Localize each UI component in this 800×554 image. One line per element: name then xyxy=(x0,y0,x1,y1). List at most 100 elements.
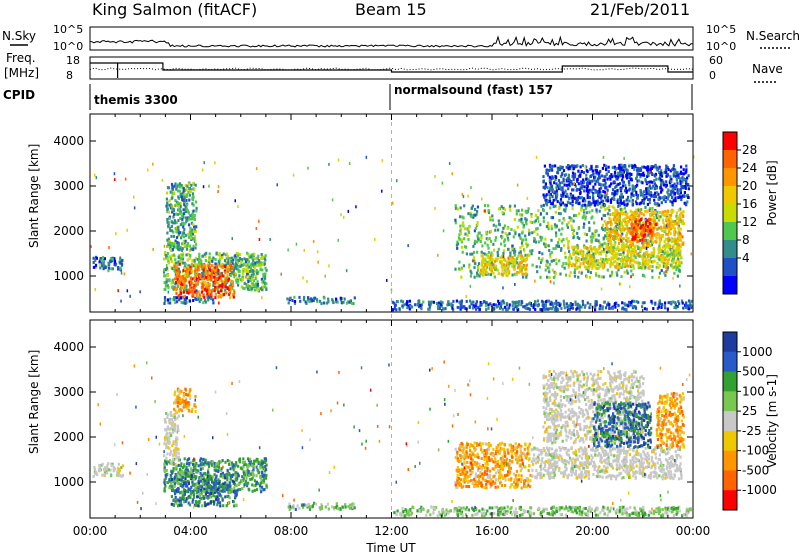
range-gate-cell xyxy=(545,203,548,207)
range-gate-cell xyxy=(234,272,237,276)
range-gate-cell xyxy=(487,272,490,276)
range-gate-cell xyxy=(195,209,198,213)
range-gate-cell xyxy=(587,266,591,270)
range-gate-cell xyxy=(655,240,658,244)
range-gate-cell xyxy=(517,265,520,268)
range-gate-cell xyxy=(592,185,595,189)
range-gate-cell xyxy=(218,272,221,276)
range-gate-cell xyxy=(177,231,181,235)
range-gate-cell xyxy=(558,185,562,189)
range-gate-cell xyxy=(549,252,552,256)
range-gate-cell xyxy=(184,216,187,220)
range-gate-cell xyxy=(485,230,488,234)
range-gate-cell xyxy=(654,172,657,176)
range-gate-cell xyxy=(103,473,106,477)
range-gate-cell xyxy=(178,262,181,266)
range-gate-cell xyxy=(639,246,642,250)
range-gate-cell xyxy=(512,267,515,271)
range-gate-cell xyxy=(567,256,570,260)
range-gate-cell xyxy=(189,214,192,218)
range-gate-cell xyxy=(490,267,493,271)
range-gate-cell xyxy=(587,203,590,207)
range-gate-cell xyxy=(517,302,520,306)
range-gate-cell xyxy=(514,305,517,309)
range-gate-cell xyxy=(177,205,180,209)
range-gate-cell xyxy=(452,308,455,312)
range-gate-cell xyxy=(518,268,522,272)
range-gate-cell xyxy=(217,259,221,263)
range-gate-cell xyxy=(658,170,661,174)
range-gate-cell xyxy=(606,303,609,307)
range-gate-cell xyxy=(607,236,610,240)
range-gate-cell xyxy=(221,285,224,289)
range-gate-cell xyxy=(94,173,96,177)
range-gate-cell xyxy=(524,234,527,238)
range-gate-cell xyxy=(216,265,219,269)
range-gate-cell xyxy=(568,253,572,257)
range-gate-cell xyxy=(585,254,588,258)
range-gate-cell xyxy=(164,484,167,488)
range-gate-cell xyxy=(602,213,605,217)
range-gate-cell xyxy=(550,224,553,228)
range-gate-cell xyxy=(101,264,104,268)
range-gate-cell xyxy=(594,248,598,252)
range-gate-cell xyxy=(515,306,519,310)
range-gate-cell xyxy=(569,302,572,305)
range-gate-cell xyxy=(253,252,256,256)
range-gate-cell xyxy=(596,172,599,176)
range-gate-cell xyxy=(646,243,649,247)
range-gate-cell xyxy=(166,268,169,272)
range-gate-cell xyxy=(450,304,453,308)
range-gate-cell xyxy=(229,279,232,283)
range-gate-cell xyxy=(600,174,604,178)
range-gate-cell xyxy=(600,204,603,208)
range-gate-cell xyxy=(634,260,637,264)
range-gate-cell xyxy=(542,203,545,207)
range-gate-cell xyxy=(667,301,670,305)
range-gate-cell xyxy=(571,182,574,186)
range-gate-cell xyxy=(664,306,667,310)
range-gate-cell xyxy=(574,213,577,217)
range-gate-cell xyxy=(164,459,167,463)
range-gate-cell xyxy=(593,247,596,251)
range-gate-cell xyxy=(497,228,500,232)
range-gate-cell xyxy=(178,298,181,302)
range-gate-cell xyxy=(172,230,175,234)
range-gate-cell xyxy=(504,231,507,235)
range-gate-cell xyxy=(171,254,174,257)
range-gate-cell xyxy=(594,300,597,304)
range-gate-cell xyxy=(580,257,583,261)
range-gate-cell xyxy=(669,199,672,203)
range-gate-cell xyxy=(247,252,250,256)
range-gate-cell xyxy=(251,270,254,274)
range-gate-cell xyxy=(595,179,598,183)
range-gate-cell xyxy=(598,265,601,268)
range-gate-cell xyxy=(608,205,611,209)
range-gate-cell xyxy=(608,250,611,254)
range-gate-cell xyxy=(189,277,192,281)
range-gate-cell xyxy=(542,306,545,309)
range-gate-cell xyxy=(170,241,174,245)
range-gate-cell xyxy=(555,234,558,238)
range-gate-cell xyxy=(663,223,666,227)
range-gate-cell xyxy=(223,259,227,263)
range-gate-cell xyxy=(172,221,175,225)
range-gate-cell xyxy=(94,288,97,291)
range-gate-cell xyxy=(598,171,601,175)
range-gate-cell xyxy=(609,246,612,250)
range-gate-cell xyxy=(678,264,681,268)
range-gate-cell xyxy=(631,251,634,255)
range-gate-cell xyxy=(395,300,399,303)
range-gate-cell xyxy=(543,186,546,190)
range-gate-cell xyxy=(521,221,524,225)
range-gate-cell xyxy=(580,186,584,190)
range-gate-cell xyxy=(674,251,678,255)
range-gate-cell xyxy=(548,270,551,274)
range-gate-cell xyxy=(659,196,662,200)
range-gate-cell xyxy=(548,199,552,203)
range-gate-cell xyxy=(666,254,669,258)
range-gate-cell xyxy=(427,300,430,304)
range-gate-cell xyxy=(489,268,492,271)
range-gate-cell xyxy=(656,204,659,208)
range-gate-cell xyxy=(192,203,195,207)
